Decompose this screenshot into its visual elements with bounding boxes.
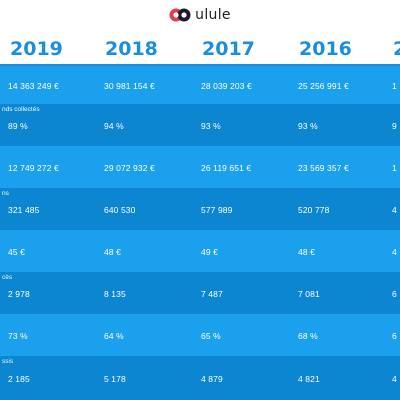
year-header-row: 2019 2018 2017 2016 2 (0, 30, 400, 66)
row-label: cès (2, 274, 13, 281)
table-cell: 49 € (201, 247, 218, 257)
table-cell: 640 530 (104, 205, 136, 215)
table-row: 14 363 249 € 30 981 154 € 28 039 203 € 25 2… (0, 66, 400, 104)
table-cell: 4 (392, 205, 397, 215)
table-cell: 7 081 (298, 289, 320, 299)
table-cell: 4 821 (298, 374, 320, 384)
year-header: 2 (393, 38, 400, 60)
table-cell: 2 978 (8, 289, 30, 299)
table-row: ssis 2 185 5 178 4 879 4 821 4 (0, 356, 400, 400)
table-cell: 25 256 991 € (298, 81, 349, 91)
table-cell: 28 039 203 € (201, 81, 252, 91)
table-row: 12 749 272 € 29 072 932 € 26 119 651 € 23 5… (0, 146, 400, 188)
ulule-logo-icon (169, 8, 191, 22)
table-row: cès 2 978 8 135 7 487 7 081 6 (0, 272, 400, 314)
table-cell: 12 749 272 € (8, 163, 59, 173)
brand-name: ulule (195, 7, 231, 23)
table-cell: 89 % (8, 121, 28, 131)
table-cell: 4 (392, 374, 397, 384)
table-cell: 29 072 932 € (104, 163, 155, 173)
table-cell: 68 % (298, 331, 318, 341)
year-header: 2019 (10, 38, 63, 60)
table-row: nds collectés 89 % 94 % 93 % 93 % 9 (0, 104, 400, 146)
table-cell: 577 989 (201, 205, 233, 215)
header-divider (0, 64, 400, 66)
row-label: nds collectés (2, 106, 40, 113)
table-cell: 1 (392, 81, 397, 91)
table-cell: 4 (392, 247, 397, 257)
table-cell: 23 569 357 € (298, 163, 349, 173)
table-cell: 520 778 (298, 205, 330, 215)
table-cell: 30 981 154 € (104, 81, 155, 91)
table-cell: 73 % (8, 331, 28, 341)
table-cell: 4 879 (201, 374, 223, 384)
brand-header: ulule (0, 0, 400, 30)
stats-table: 14 363 249 € 30 981 154 € 28 039 203 € 25 2… (0, 66, 400, 400)
table-cell: 65 % (201, 331, 221, 341)
row-label: ssis (2, 358, 14, 365)
table-row: ns 321 485 640 530 577 989 520 778 4 (0, 188, 400, 230)
table-cell: 45 € (8, 247, 25, 257)
table-cell: 6 (392, 289, 397, 299)
table-cell: 94 % (104, 121, 124, 131)
table-cell: 8 135 (104, 289, 126, 299)
table-cell: 1 (392, 163, 397, 173)
table-cell: 9 (392, 121, 397, 131)
table-cell: 64 % (104, 331, 124, 341)
table-cell: 2 185 (8, 374, 30, 384)
table-cell: 6 (392, 331, 397, 341)
year-header: 2016 (299, 38, 352, 60)
year-header: 2018 (105, 38, 158, 60)
table-cell: 7 487 (201, 289, 223, 299)
table-cell: 48 € (298, 247, 315, 257)
table-row: 73 % 64 % 65 % 68 % 6 (0, 314, 400, 356)
year-header: 2017 (202, 38, 255, 60)
row-label: ns (2, 190, 9, 197)
table-cell: 93 % (201, 121, 221, 131)
table-cell: 93 % (298, 121, 318, 131)
table-cell: 14 363 249 € (8, 81, 59, 91)
table-cell: 26 119 651 € (201, 163, 252, 173)
table-cell: 5 178 (104, 374, 126, 384)
table-row: 45 € 48 € 49 € 48 € 4 (0, 230, 400, 272)
table-cell: 321 485 (8, 205, 40, 215)
table-cell: 48 € (104, 247, 121, 257)
